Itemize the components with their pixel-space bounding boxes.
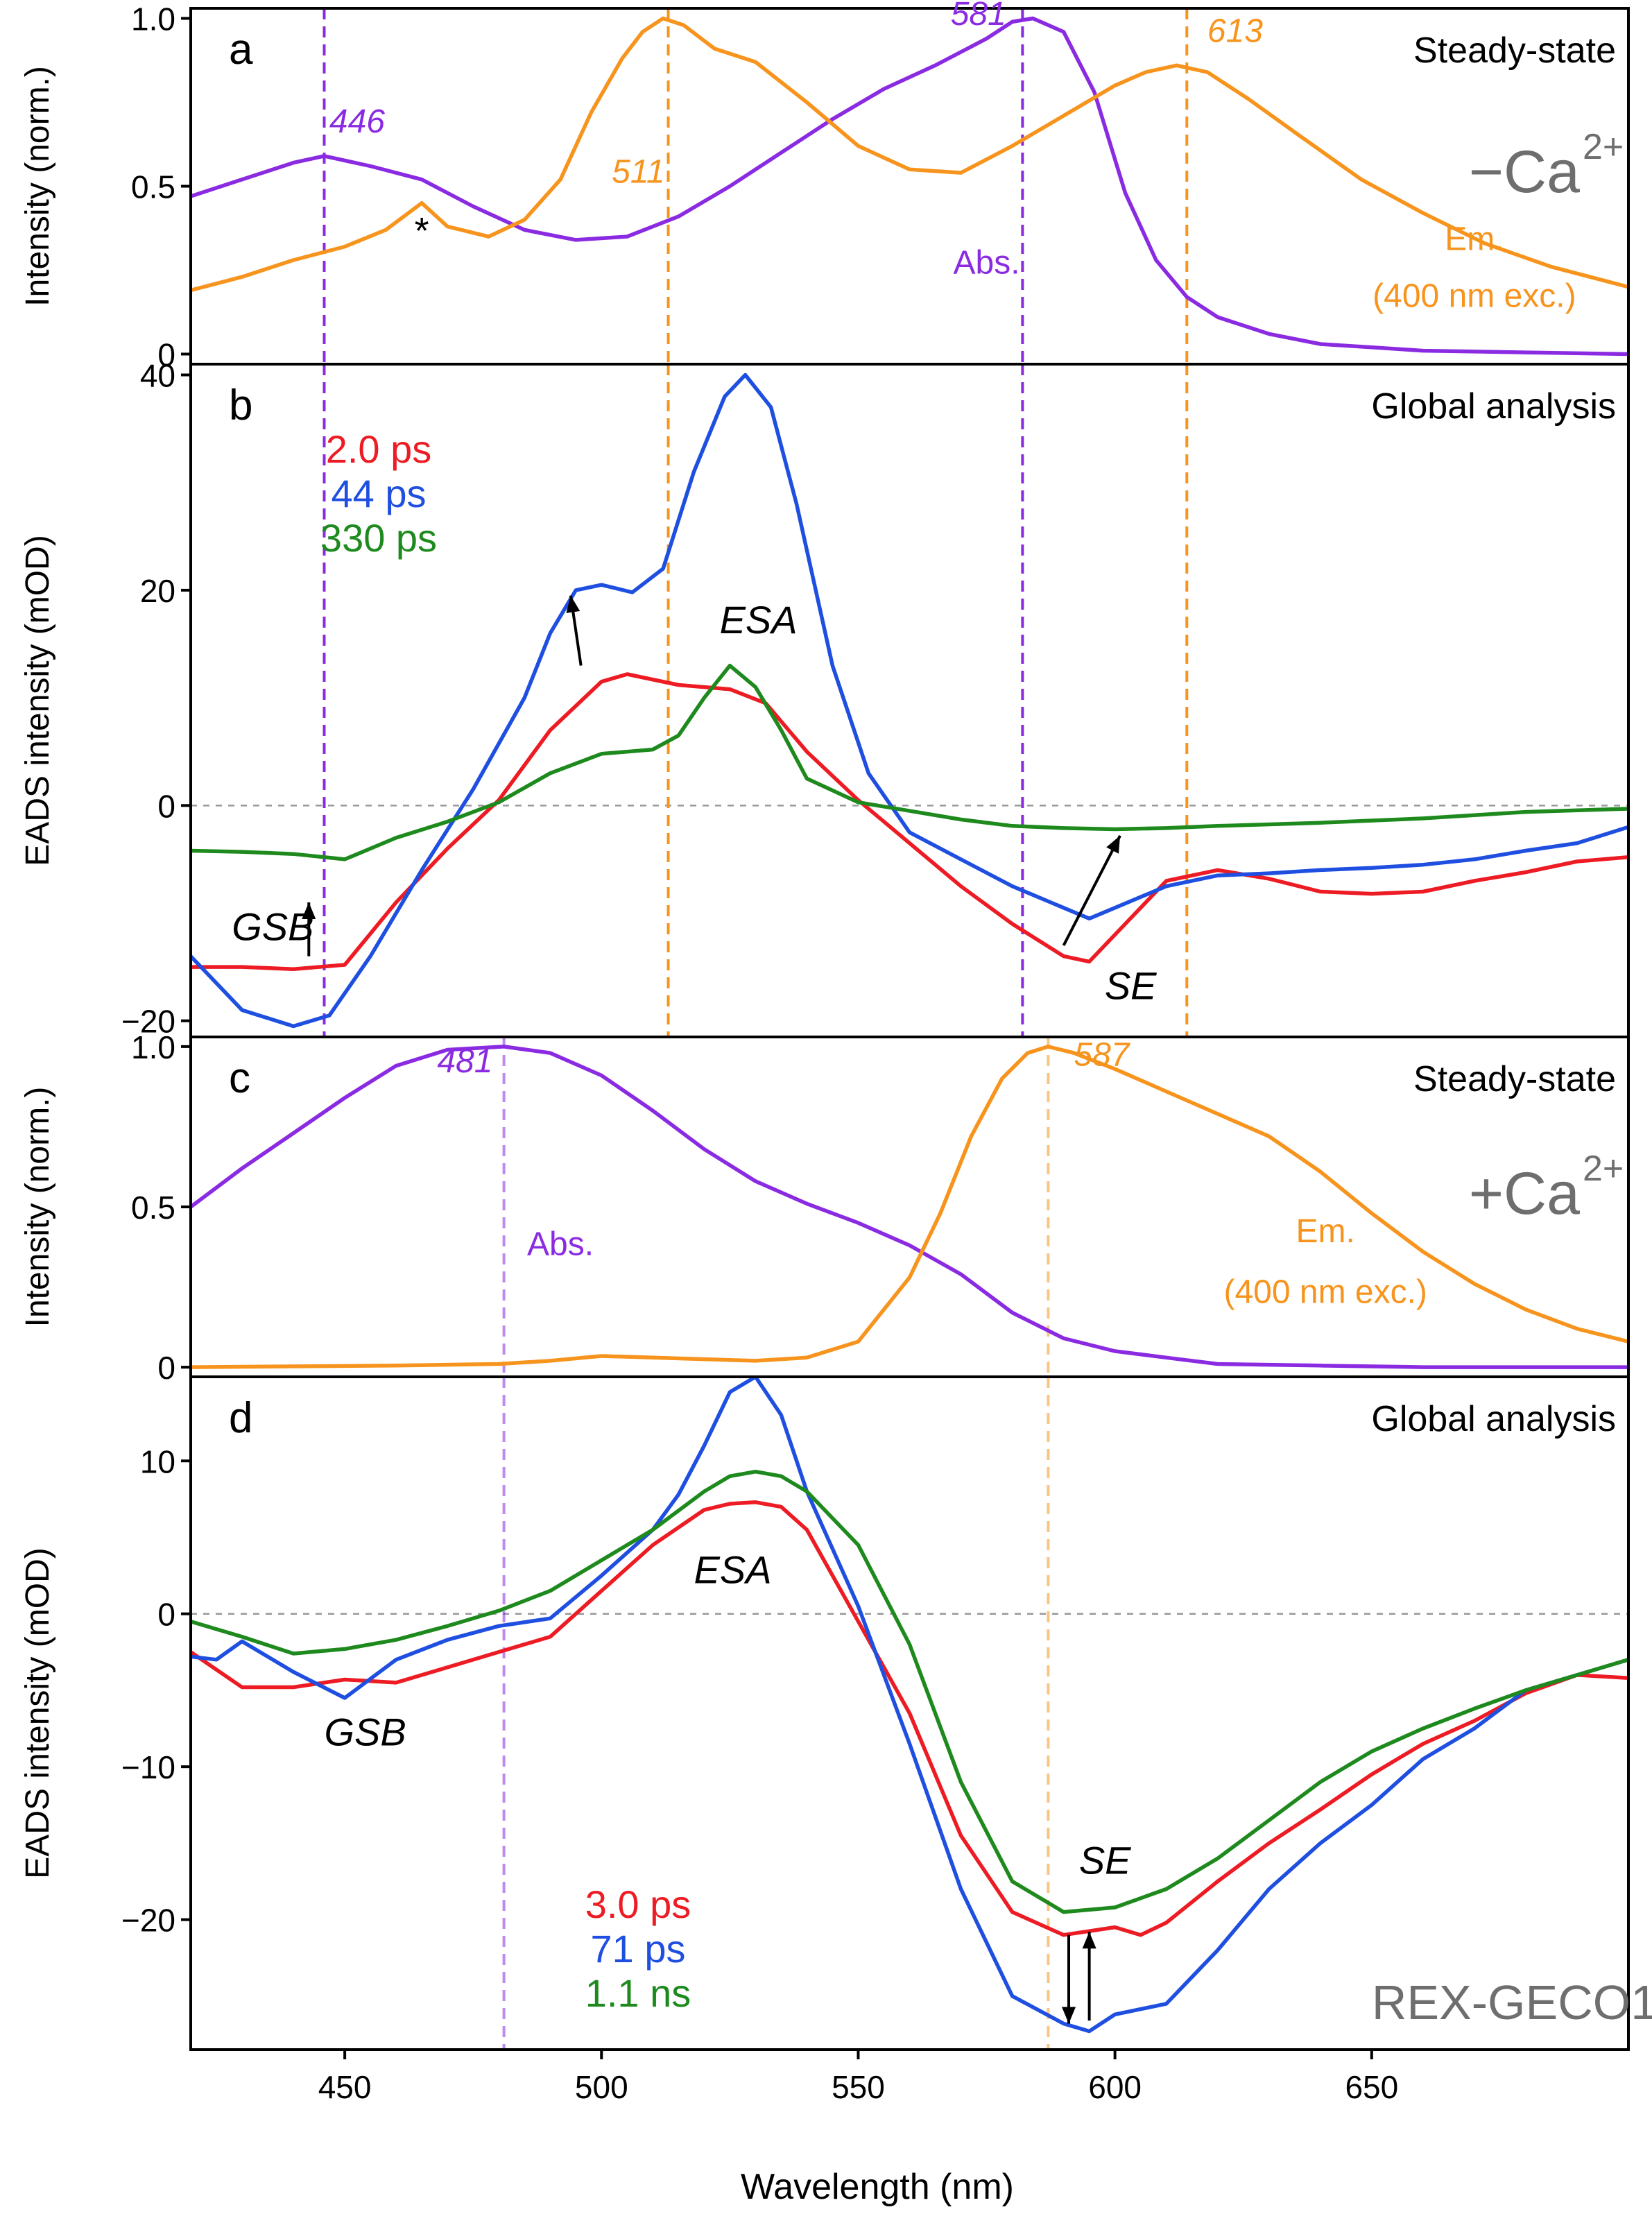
peak-label-c-0: 481 [437,1043,492,1080]
series-line-c-0 [191,1045,1628,1369]
panel-b: 40 20 0 −20 EADS intensity (mOD) b Global anal… [19,358,1630,1040]
peak-label-a-0: 446 [329,103,385,140]
panel-c: 1.0 0.5 0 Intensity (norm.) c Steady-state +Ca… [19,1029,1630,1386]
panel-title-b: Global analysis [1371,386,1616,427]
legend-entry-d-2: 1.1 ns [585,1971,691,2015]
series-line-d-0 [191,1500,1628,1937]
y-tick-label-d-2: −10 [121,1749,175,1785]
series-line-c-1 [191,1045,1628,1369]
panel-a: 1.0 0.5 0 Intensity (norm.) a Steady-state −Ca… [19,0,1630,372]
peak-label-c-1: 587 [1074,1037,1130,1074]
arrow-d-0-head [1062,2007,1076,2024]
annotation-d-3: REX-GECO1 [1372,1975,1652,2030]
series-group-b [191,372,1628,1029]
arrow-b-1-shaft [1062,834,1121,946]
arrow-d-0 [1062,1934,1076,2024]
annotation-a-1: Em. [1445,221,1504,257]
series-line-b-1 [191,372,1628,1029]
x-tick-label-3: 600 [1088,2069,1142,2105]
panel-d: 10 0 −10 −20 EADS intensity (mOD) d Global ana… [19,1375,1652,2051]
annotation-c-0: Abs. [527,1226,594,1262]
y-axis-label-d: EADS intensity (mOD) [19,1547,56,1878]
annotation-a-0: Abs. [954,244,1020,281]
y-tick-label-d-1: 0 [157,1597,175,1633]
panel-title-c: Steady-state [1413,1059,1616,1099]
annotation-d-1: GSB [324,1710,406,1753]
legend-entry-d-1: 71 ps [591,1927,686,1971]
annotation-a-2: (400 nm exc.) [1373,278,1576,315]
panel-letter-b: b [229,381,252,429]
arrow-d-1-head [1082,1932,1096,1949]
y-tick-label-b-3: −20 [121,1004,175,1040]
condition-label-c: +Ca [1469,1160,1580,1227]
annotation-d-0: ESA [694,1548,772,1592]
x-axis-label: Wavelength (nm) [741,2167,1014,2207]
series-line-b-0 [191,672,1628,971]
arrow-b-2-head [302,902,316,919]
y-tick-label-c-2: 0 [157,1350,175,1386]
series-line-b-2 [191,663,1628,861]
annotation-c-1: Em. [1296,1213,1355,1250]
x-tick-label-0: 450 [318,2069,372,2105]
arrow-b-1 [1062,834,1121,946]
y-tick-label-b-1: 20 [140,573,175,609]
y-tick-label-a-2: 0 [157,336,175,372]
x-tick-label-1: 500 [575,2069,628,2105]
legend-entry-b-2: 330 ps [320,516,437,560]
annotation-b-2: SE [1105,964,1157,1008]
series-line-d-1 [191,1377,1628,2034]
panel-letter-d: d [229,1394,252,1442]
panels: 1.0 0.5 0 Intensity (norm.) a Steady-state −Ca… [19,0,1652,2051]
y-axis-label-a: Intensity (norm.) [19,66,56,307]
legend-entry-b-0: 2.0 ps [326,427,432,471]
y-tick-label-c-1: 0.5 [131,1190,175,1226]
x-tick-label-2: 550 [832,2069,885,2105]
series-line-d-2 [191,1469,1628,1914]
y-tick-label-a-1: 0.5 [131,169,175,205]
series-line-a-1 [191,16,1628,293]
peak-label-a-3: 613 [1207,12,1263,49]
x-tick-label-4: 650 [1345,2069,1398,2105]
arrow-b-0 [566,595,583,666]
condition-superscript-a: 2+ [1583,127,1624,167]
x-axis: 450 500 550 600 650 [318,2050,1398,2105]
y-tick-label-d-0: 10 [140,1443,175,1479]
annotation-b-1: GSB [232,904,313,948]
series-group-a [191,16,1628,357]
peak-label-a-1: 511 [612,154,665,191]
panel-letter-a: a [229,26,253,74]
panel-frame-d [189,1375,1630,2051]
y-axis-label-c: Intensity (norm.) [19,1087,56,1328]
annotation-b-0: ESA [720,598,798,642]
panel-title-a: Steady-state [1413,31,1616,71]
y-tick-label-b-0: 40 [140,358,175,394]
arrow-b-0-head [566,595,580,613]
panel-letter-c: c [229,1054,250,1102]
legend-entry-d-0: 3.0 ps [585,1882,691,1926]
annotation-d-2: SE [1079,1838,1131,1882]
y-tick-label-d-3: −20 [121,1903,175,1939]
legend-entry-b-1: 44 ps [332,472,427,515]
arrow-b-2 [302,902,316,956]
series-group-d [191,1377,1628,2034]
series-line-a-0 [191,16,1628,357]
panel-title-d: Global analysis [1371,1399,1616,1439]
y-tick-label-a-0: 1.0 [131,1,175,37]
annotation-a-3: * [415,210,429,252]
series-group-c [191,1045,1628,1369]
condition-label-a: −Ca [1469,139,1580,205]
annotation-c-2: (400 nm exc.) [1223,1274,1427,1311]
arrow-d-1 [1082,1932,1096,2021]
arrow-b-1-head [1106,835,1121,854]
y-axis-label-b: EADS intensity (mOD) [19,535,56,866]
y-tick-label-b-2: 0 [157,788,175,824]
peak-label-a-2: 581 [951,0,1006,33]
condition-superscript-c: 2+ [1583,1149,1624,1189]
y-tick-label-c-0: 1.0 [131,1029,175,1065]
